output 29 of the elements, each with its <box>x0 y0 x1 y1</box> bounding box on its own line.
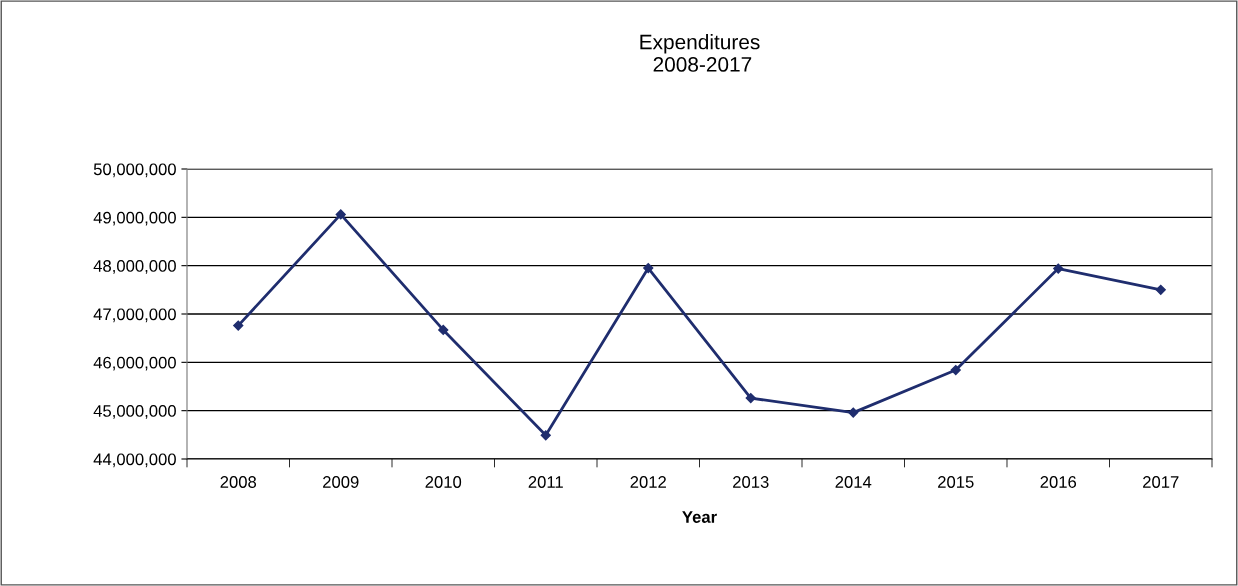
point <box>745 392 756 404</box>
x-tick-label: 2012 <box>630 476 666 488</box>
x-axis-title: Year <box>682 511 717 523</box>
point <box>848 407 859 418</box>
point <box>335 209 346 220</box>
x-tick-label: 2010 <box>425 476 462 488</box>
point <box>233 320 244 331</box>
chart-title: Expenditures 2008-2017 <box>640 34 760 72</box>
point <box>540 430 551 441</box>
point <box>438 324 449 336</box>
y-tick-label: 47,000,000 <box>93 308 176 323</box>
x-tick-label: 2014 <box>835 476 872 488</box>
y-tick-label: 45,000,000 <box>93 405 176 419</box>
x-tick-label: 2008 <box>220 476 257 488</box>
y-tick-label: 46,000,000 <box>93 356 176 371</box>
x-tick-label: 2015 <box>938 476 974 488</box>
x-tick-label: 2017 <box>1143 476 1179 488</box>
x-tick-label: 2009 <box>323 476 359 488</box>
point <box>1155 284 1166 295</box>
point <box>950 364 961 376</box>
point <box>1053 263 1064 274</box>
y-tick-label: 50,000,000 <box>93 163 176 178</box>
x-tick-label: 2016 <box>1040 476 1077 488</box>
y-tick-label: 48,000,000 <box>93 260 176 274</box>
point <box>643 262 654 274</box>
y-tick-label: 49,000,000 <box>93 211 176 226</box>
y-tick-label: 44,000,000 <box>93 453 176 468</box>
x-tick-label: 2013 <box>733 476 769 488</box>
x-tick-label: 2011 <box>528 476 563 488</box>
